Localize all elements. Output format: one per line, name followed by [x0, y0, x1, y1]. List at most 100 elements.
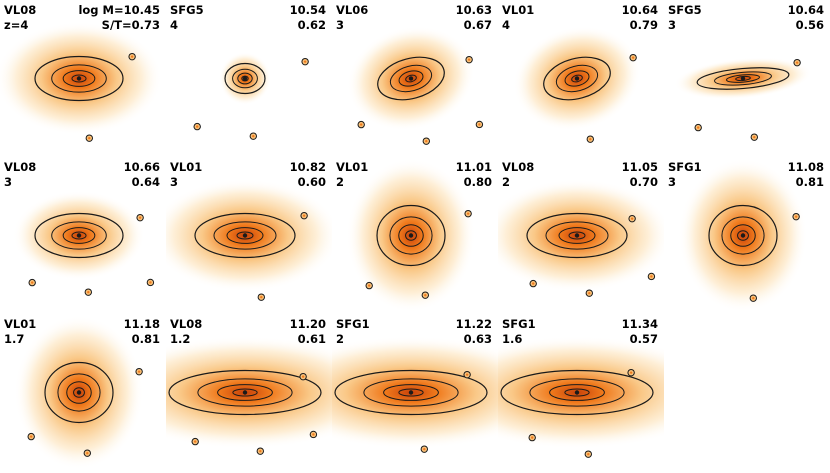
companion-core [88, 136, 91, 140]
isophote-contour [377, 56, 445, 101]
isophote-contour [564, 388, 590, 397]
companion-core [587, 452, 590, 456]
companion-core [368, 284, 371, 287]
panel-mass-label: 11.05 [621, 160, 658, 174]
companion-core [138, 216, 142, 219]
galaxy-halo [166, 336, 332, 449]
isophote-contour [73, 387, 85, 398]
panel-source-label: VL01 [170, 160, 203, 174]
galaxy-image [346, 158, 476, 313]
panel-mass-label: 11.01 [455, 160, 492, 174]
isophote-contour [241, 75, 249, 82]
galaxy-panel-14: SFG1 1.6 11.34 0.57 [498, 314, 664, 471]
panel-ratio-label: 0.62 [297, 18, 326, 32]
panel-mass-label: 10.54 [289, 3, 326, 17]
isophote-contour [726, 74, 760, 83]
panel-ratio-label: 0.60 [297, 175, 326, 189]
panel-source-label: SFG1 [668, 160, 702, 174]
isophote-contour [555, 64, 599, 93]
companion-core [259, 449, 262, 453]
galaxy-panel-2: SFG5 4 10.54 0.62 [166, 0, 332, 157]
isophote-contour [696, 67, 790, 90]
companion-core [589, 137, 592, 141]
isophote-contour [226, 227, 264, 244]
companion-core [137, 370, 141, 373]
isophote-contour [213, 221, 277, 250]
companion-core [149, 281, 152, 284]
isophote-contour [398, 388, 424, 397]
panel-mass-label: 11.08 [787, 160, 824, 174]
panel-mass-label: 10.63 [455, 3, 492, 17]
panel-mass-label: 10.64 [621, 3, 658, 17]
companion-core [650, 275, 653, 278]
companion-core [423, 447, 426, 451]
panel-ratio-label: 0.67 [463, 18, 492, 32]
galaxy-nucleus [740, 76, 746, 81]
companion-core [87, 290, 90, 294]
galaxy-image [498, 336, 664, 458]
panel-source-label: VL08 [4, 3, 37, 17]
galaxy-image [14, 315, 144, 470]
companion-core [424, 293, 427, 297]
galaxy-nucleus [740, 233, 746, 238]
galaxy-nucleus [242, 390, 248, 395]
panel-redshift-label: 1.6 [502, 332, 523, 346]
isophote-contour [405, 230, 417, 241]
isophote-contour [62, 227, 96, 244]
panel-ratio-label: 0.63 [463, 332, 492, 346]
panel-redshift-label: 3 [668, 18, 677, 32]
panel-source-label: VL01 [502, 3, 535, 17]
panel-ratio-label: 0.57 [629, 332, 658, 346]
isophote-contour [526, 212, 628, 259]
isophote-contour [57, 373, 101, 412]
companion-core [794, 215, 798, 218]
galaxy-nucleus [574, 390, 580, 395]
companion-core [753, 135, 756, 139]
isophote-contour [714, 71, 772, 86]
galaxy-halo [166, 179, 332, 292]
companion-core [631, 56, 635, 59]
isophote-contour [51, 221, 107, 250]
panel-redshift-label: 4 [170, 18, 179, 32]
companion-core [360, 123, 363, 126]
isophote-contour [545, 221, 609, 250]
galaxy-panel-4: VL01 4 10.64 0.79 [498, 0, 664, 157]
galaxy-image [0, 22, 163, 142]
isophote-contour [232, 68, 258, 89]
isophote-contour [363, 378, 459, 407]
panel-ratio-label: 0.81 [131, 332, 160, 346]
isophote-contour [71, 231, 87, 240]
companion-core [252, 134, 255, 138]
panel-redshift-label: 3 [4, 175, 13, 189]
isophote-contour [543, 56, 611, 101]
panel-ratio-label: 0.70 [629, 175, 658, 189]
galaxy-panel-7: VL01 3 10.82 0.60 [166, 157, 332, 314]
panel-mass-label: 11.18 [123, 317, 160, 331]
panel-redshift-label: 4 [502, 18, 511, 32]
panel-mass-label: log M=10.45 [78, 3, 160, 17]
panel-source-label: VL01 [336, 160, 369, 174]
galaxy-nucleus [76, 76, 82, 81]
galaxy-image [166, 179, 332, 301]
isophote-contour [62, 70, 96, 87]
companion-core [196, 125, 199, 128]
panel-ratio-label: 0.56 [795, 18, 824, 32]
companion-core [130, 55, 134, 58]
isophote-contour [51, 64, 107, 93]
galaxy-panel-3: VL06 3 10.63 0.67 [332, 0, 498, 157]
isophote-contour [549, 384, 605, 401]
panel-source-label: SFG1 [502, 317, 536, 331]
isophote-contour [168, 369, 322, 416]
isophote-contour [564, 70, 590, 87]
panel-redshift-label: 2 [336, 175, 345, 189]
isophote-contour [236, 231, 254, 240]
galaxy-panel-5: SFG5 3 10.64 0.56 [664, 0, 830, 157]
companion-core [194, 440, 197, 443]
isophote-contour [529, 378, 625, 407]
galaxy-nucleus [408, 233, 414, 238]
isophote-contour [237, 72, 253, 85]
galaxy-halo [498, 179, 664, 292]
isophote-contour [558, 227, 596, 244]
panel-redshift-label: 3 [170, 175, 179, 189]
